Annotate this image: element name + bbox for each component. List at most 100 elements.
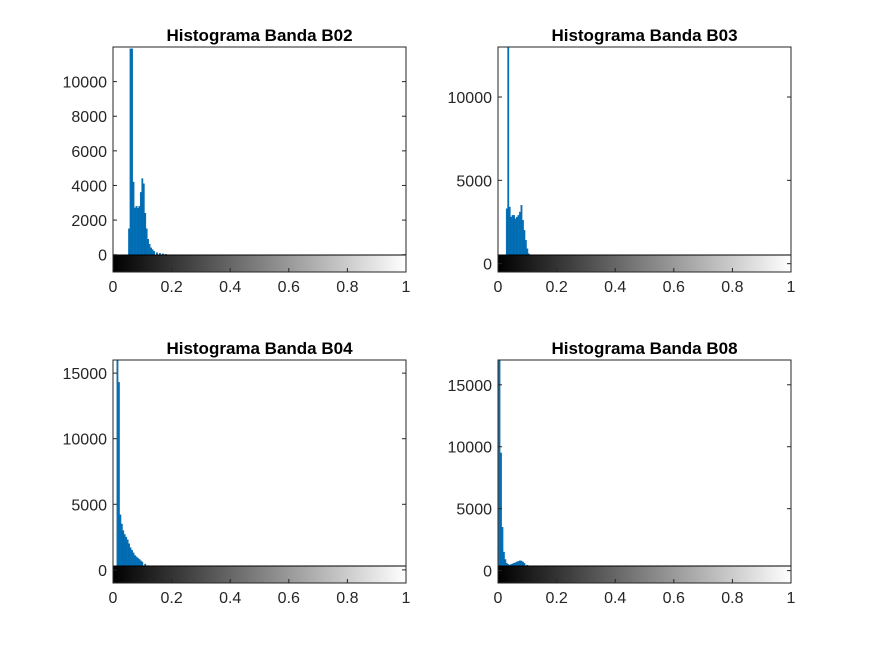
y-tick-label: 0 [98, 248, 107, 265]
histogram-bar [138, 206, 141, 256]
histogram-bar [148, 244, 151, 256]
y-tick-label: 0 [483, 564, 492, 581]
y-tick-label: 5000 [456, 173, 492, 190]
y-tick-label: 6000 [71, 144, 107, 161]
y-tick-label: 10000 [63, 75, 108, 92]
grayscale-colorbar [498, 255, 791, 272]
histogram-bar [151, 249, 154, 256]
x-tick-label: 0.2 [160, 279, 182, 296]
histogram-bar [116, 359, 119, 567]
histogram-bar [129, 547, 132, 567]
histogram-bar [139, 192, 142, 256]
histogram-bar [508, 206, 511, 256]
histogram-bar [128, 543, 131, 567]
histogram-bar [517, 561, 520, 567]
histogram-bar [150, 247, 152, 256]
plot-area [498, 47, 791, 272]
histogram-bar [523, 230, 526, 256]
histogram-bar [516, 561, 518, 567]
histogram-bar [138, 559, 141, 567]
histogram-bar [520, 205, 523, 256]
bars [128, 48, 167, 256]
x-tick-label: 0.8 [336, 590, 358, 607]
axes-box [497, 359, 792, 584]
grayscale-colorbar [498, 566, 791, 583]
histogram-bar [117, 382, 120, 567]
histogram-bar [129, 48, 132, 256]
y-tick-label: 0 [98, 563, 107, 580]
histogram-bar [145, 228, 148, 256]
x-tick-label: 0.4 [604, 590, 626, 607]
axes-box [497, 46, 792, 273]
histogram-bar [500, 452, 502, 567]
histogram-bar [504, 559, 507, 567]
x-tick-label: 1 [402, 590, 411, 607]
axes-box [112, 359, 407, 584]
y-tick-label: 5000 [456, 502, 492, 519]
x-tick-label: 0 [494, 279, 503, 296]
x-tick-label: 0 [109, 590, 118, 607]
histogram-bar [126, 539, 129, 567]
y-tick-label: 4000 [71, 178, 107, 195]
y-tick-label: 0 [483, 257, 492, 274]
histogram-bar [524, 240, 527, 256]
y-tick-label: 10000 [448, 440, 493, 457]
histogram-bar [519, 211, 521, 256]
y-tick-label: 5000 [71, 497, 107, 514]
histogram-bar [501, 527, 504, 567]
histogram-bar [511, 215, 514, 256]
histogram-bar [514, 218, 517, 256]
y-tick-label: 2000 [71, 213, 107, 230]
histogram-panel-4: 0 5000 10000 15000 0 0.2 0.4 0.6 0.8 1 Histograma … [448, 339, 796, 607]
x-tick-label: 0.2 [545, 279, 567, 296]
y-tick-label: 8000 [71, 109, 107, 126]
histogram-bar [513, 215, 515, 256]
y-tick-label: 15000 [448, 378, 493, 395]
histogram-bar [135, 556, 138, 567]
histogram-bar [134, 555, 136, 567]
histogram-bar [131, 550, 133, 567]
histogram-bar [120, 523, 123, 567]
histogram-panel-1: 0 2000 4000 6000 8000 10000 0 0.2 0.4 0.6 0.8 1 Hist… [63, 26, 411, 296]
x-tick-label: 0.2 [160, 590, 182, 607]
x-tick-label: 1 [787, 590, 796, 607]
histogram-bar [502, 551, 505, 567]
histogram-bar [522, 561, 524, 567]
histogram-bar [123, 534, 126, 567]
x-tick-label: 0.6 [278, 590, 300, 607]
histogram-bar [131, 48, 133, 256]
histogram-bar [119, 514, 122, 567]
histogram-bar [520, 560, 523, 567]
histogram-bar [132, 552, 135, 567]
plot-area [113, 360, 406, 583]
histogram-bar [144, 212, 147, 256]
grayscale-colorbar [113, 255, 406, 272]
x-tick-label: 0.2 [545, 590, 567, 607]
histogram-bar [141, 561, 144, 567]
histogram-bar [135, 206, 138, 256]
histogram-bar [134, 207, 136, 256]
x-tick-label: 0.8 [336, 279, 358, 296]
x-tick-label: 0.4 [604, 279, 626, 296]
y-tick-label: 10000 [448, 90, 493, 107]
x-tick-label: 0 [109, 279, 118, 296]
grayscale-colorbar [113, 566, 406, 583]
histogram-bar [516, 216, 518, 256]
y-tick-label: 15000 [63, 366, 108, 383]
histogram-bar [517, 215, 520, 256]
histogram-bar [507, 46, 510, 256]
histogram-panel-3: 0 5000 10000 15000 0 0.2 0.4 0.6 0.8 1 Histograma … [63, 339, 411, 607]
histogram-bar [522, 220, 524, 256]
histogram-bar [526, 248, 529, 256]
chart-title: Histograma Banda B03 [551, 26, 737, 45]
histogram-bar [142, 183, 145, 256]
histogram-bar [147, 238, 150, 256]
histogram-bar [132, 181, 135, 256]
histogram-bar [510, 216, 513, 256]
axes-box [112, 46, 407, 273]
x-tick-label: 1 [402, 279, 411, 296]
histogram-bar [139, 560, 142, 567]
histogram-panel-2: 0 5000 10000 0 0.2 0.4 0.6 0.8 1 Histograma Banda… [448, 26, 796, 296]
histogram-bar [125, 536, 128, 567]
